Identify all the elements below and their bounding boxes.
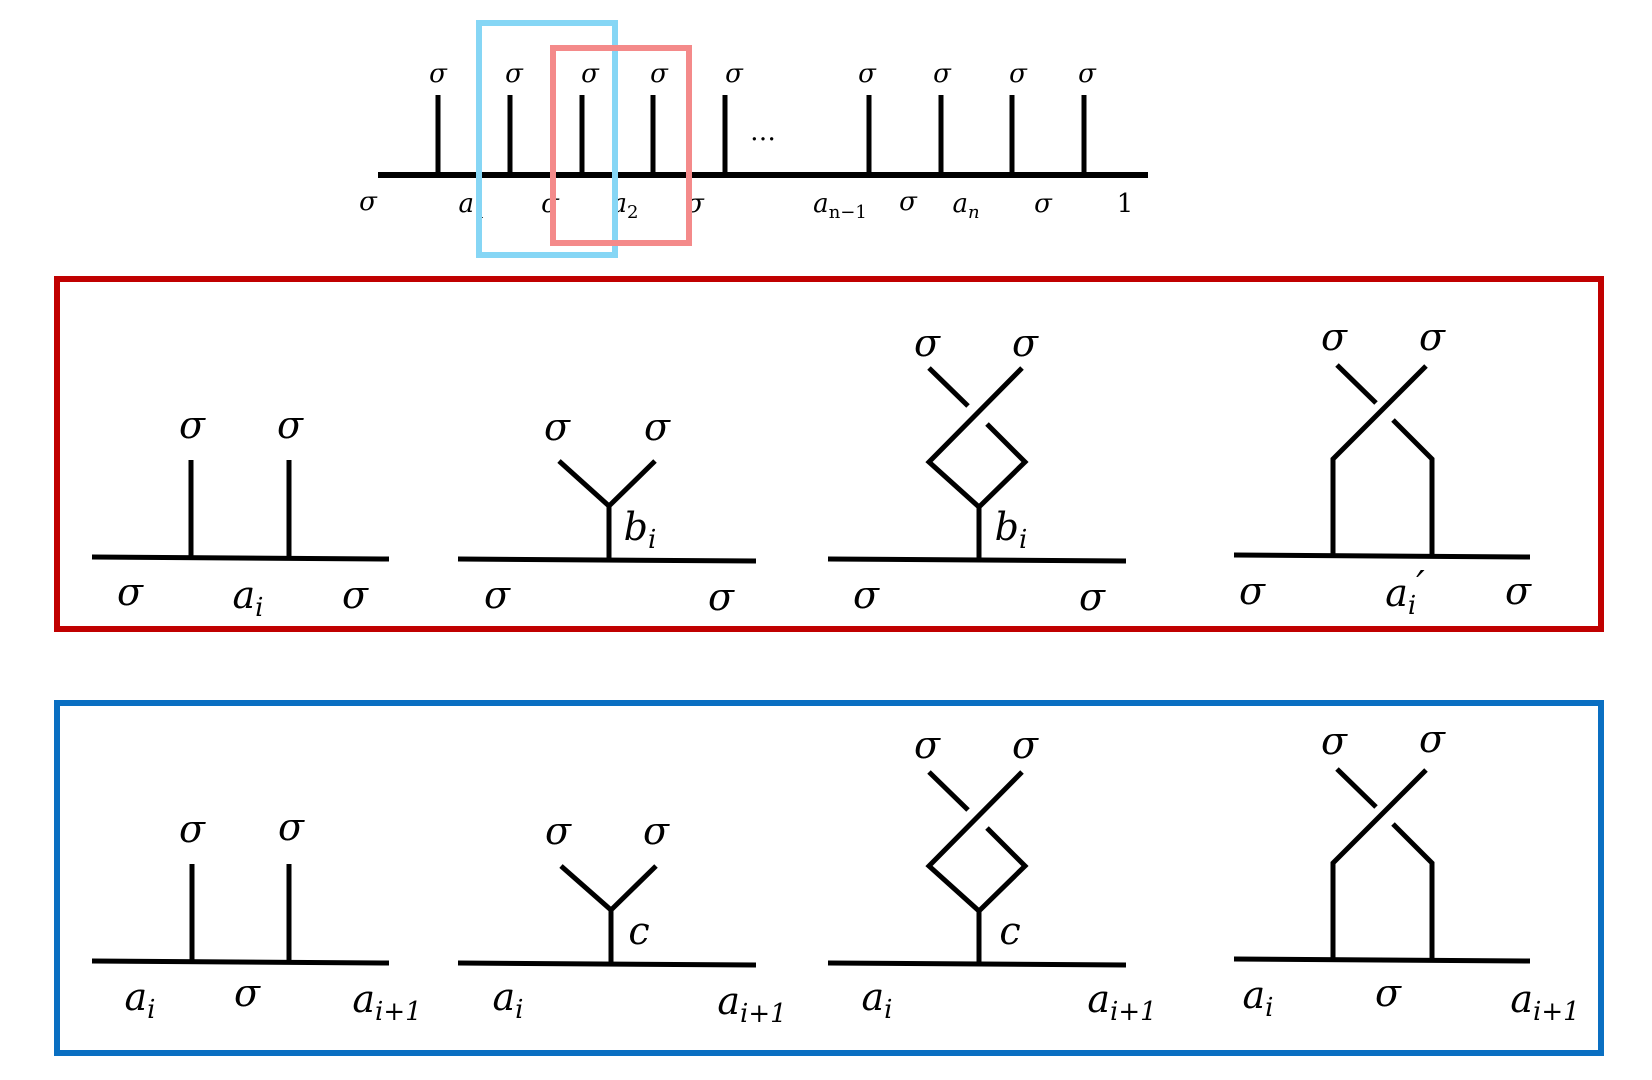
blue-d2-bottom-ai1: ai+1: [717, 979, 786, 1029]
blue-d2-arm-left: [559, 864, 613, 912]
blue-d3-bottom-ai: ai: [862, 975, 893, 1025]
blue-d3-top-sigma-left: σ: [914, 723, 941, 767]
chain-top-label-2: σ: [505, 59, 524, 89]
blue-d1-bottom-sigma: σ: [234, 971, 261, 1015]
red-d3-bottom-sigma-right: σ: [1079, 575, 1106, 619]
red-d1-top-sigma-right: σ: [277, 403, 304, 447]
red-d3-bottom-sigma-left: σ: [853, 573, 880, 617]
chain-top-label-1: σ: [429, 59, 448, 89]
chain-top-label-9: σ: [1078, 59, 1097, 89]
blue-d4-strand-left-lower: [1391, 822, 1435, 960]
blue-d1-top-sigma-left: σ: [179, 807, 206, 851]
red-panel: σ σ σ ai σ σ σ bi σ σ σ σ bi: [54, 276, 1604, 632]
chain-ellipsis: …: [750, 117, 776, 147]
blue-d2-top-sigma-left: σ: [545, 809, 572, 853]
blue-d4-top-sigma-right: σ: [1419, 717, 1446, 761]
red-diagram-3: σ σ bi σ σ: [827, 321, 1127, 619]
red-d4-baseline: [1233, 552, 1531, 560]
chain-bottom-one: 1: [1117, 189, 1134, 219]
blue-panel: σ σ ai σ ai+1 σ σ c ai ai+1 σ σ c: [54, 700, 1604, 1056]
chain-bottom-sigma-3: σ: [899, 187, 918, 217]
red-d4-bottom-ai-prime: ai′: [1385, 563, 1425, 621]
red-d2-arm-left: [557, 459, 611, 508]
red-d1-top-sigma-left: σ: [179, 403, 206, 447]
red-d2-bottom-sigma-left: σ: [484, 573, 511, 617]
chain-bottom-sigma-4: σ: [1034, 189, 1053, 219]
blue-d1-bottom-ai: ai: [125, 975, 156, 1025]
red-d2-arm-right: [607, 459, 657, 508]
red-diagram-1: σ σ σ ai σ: [91, 403, 390, 623]
blue-d1-baseline: [91, 958, 390, 966]
chain-top-label-7: σ: [933, 59, 952, 89]
chain-top-label-5: σ: [725, 59, 744, 89]
red-d2-bi: bi: [624, 505, 657, 555]
blue-d4-bottom-ai1: ai+1: [1510, 977, 1579, 1027]
blue-d3-strand-over: [927, 770, 970, 812]
blue-d2-bottom-ai: ai: [493, 975, 524, 1025]
red-highlight-box: [550, 45, 692, 246]
blue-panel-frame: [54, 700, 1604, 1056]
chain-bottom-an1: an−1: [813, 189, 867, 223]
red-panel-frame: [54, 276, 1604, 632]
blue-diagram-2: σ σ c ai ai+1: [457, 809, 787, 1029]
chain-top-label-8: σ: [1009, 59, 1028, 89]
blue-d3-c: c: [999, 909, 1020, 953]
red-d1-bottom-sigma-left: σ: [117, 570, 144, 614]
blue-d2-c: c: [628, 909, 649, 953]
blue-d3-bottom-ai1: ai+1: [1087, 977, 1156, 1027]
red-d4-strand-left-upper: [1335, 363, 1378, 405]
chain-top-label-4: σ: [650, 59, 669, 89]
blue-d1-bottom-ai1: ai+1: [352, 977, 421, 1027]
red-d3-strand-over: [927, 366, 970, 408]
red-d2-top-sigma-right: σ: [644, 405, 671, 449]
chain-top-label-6: σ: [858, 59, 877, 89]
blue-d4-strand-right: [1330, 768, 1428, 960]
chain-bottom-an: an: [952, 189, 979, 223]
red-d3-top-sigma-left: σ: [914, 321, 941, 365]
blue-diagram-1: σ σ ai σ ai+1: [91, 805, 422, 1027]
red-diagram-4: σ σ σ ai′ σ: [1233, 315, 1532, 621]
red-d1-bottom-ai: ai: [233, 573, 264, 623]
blue-d3-top-sigma-right: σ: [1012, 723, 1039, 767]
blue-d4-baseline: [1233, 956, 1531, 964]
blue-d4-bottom-sigma: σ: [1375, 971, 1402, 1015]
blue-d4-bottom-ai: ai: [1243, 973, 1274, 1023]
blue-d2-top-sigma-right: σ: [643, 809, 670, 853]
blue-d3-diamond-left: [925, 770, 1024, 913]
blue-d2-arm-right: [609, 864, 658, 912]
top-fusion-chain: σ σ σ σ σ σ σ σ σ … σ a1 σ a2 σ an−1 σ a…: [359, 20, 1148, 258]
red-d2-bottom-sigma-right: σ: [708, 575, 735, 619]
red-d3-top-sigma-right: σ: [1012, 321, 1039, 365]
blue-d2-baseline: [457, 960, 757, 968]
red-d4-strand-left-lower: [1391, 418, 1435, 556]
blue-diagram-3: σ σ c ai ai+1: [827, 723, 1157, 1027]
red-d4-bottom-sigma-right: σ: [1505, 569, 1532, 613]
blue-d4-strand-left-upper: [1335, 767, 1378, 809]
red-d2-top-sigma-left: σ: [544, 405, 571, 449]
red-d1-bottom-sigma-right: σ: [342, 573, 369, 617]
red-d4-strand-right: [1330, 364, 1428, 556]
chain-top-label-3: σ: [581, 59, 600, 89]
blue-d4-top-sigma-left: σ: [1321, 719, 1348, 763]
red-d4-bottom-sigma-left: σ: [1239, 569, 1266, 613]
red-d3-bi: bi: [995, 505, 1028, 555]
blue-d3-diamond-right: [977, 826, 1029, 913]
red-diagram-2: σ σ bi σ σ: [457, 405, 757, 619]
red-d1-baseline: [91, 554, 390, 562]
blue-highlight-box: [476, 20, 618, 258]
blue-d1-top-sigma-right: σ: [278, 805, 305, 849]
red-d4-top-sigma-left: σ: [1321, 315, 1348, 359]
red-d4-top-sigma-right: σ: [1419, 315, 1446, 359]
chain-bottom-sigma-0: σ: [359, 187, 378, 217]
blue-diagram-4: σ σ ai σ ai+1: [1233, 717, 1580, 1027]
red-d3-diamond-left: [925, 366, 1024, 509]
red-d3-diamond-right: [977, 422, 1029, 509]
